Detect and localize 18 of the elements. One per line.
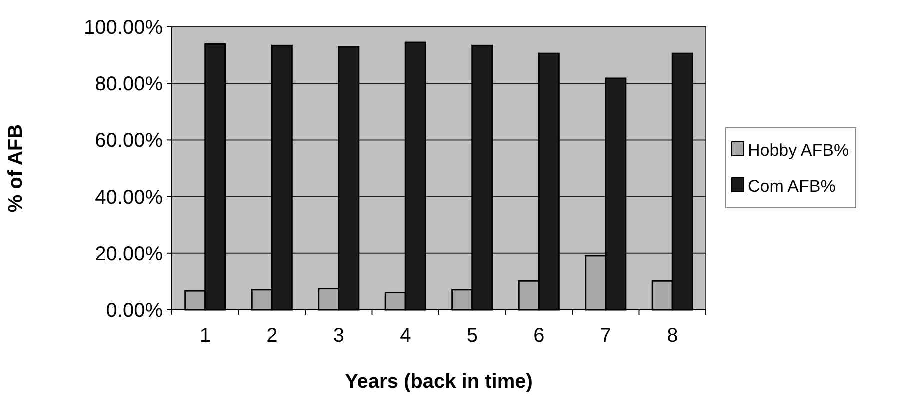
x-axis-title: Years (back in time) [345, 371, 533, 393]
legend-label: Com AFB% [748, 176, 836, 196]
y-tick-label: 0.00% [106, 300, 164, 322]
y-tick-label: 60.00% [95, 130, 164, 152]
x-tick-label: 2 [266, 325, 278, 347]
x-tick-label: 3 [333, 325, 344, 347]
x-tick-label: 8 [667, 325, 678, 347]
x-tick-label: 1 [200, 325, 211, 347]
y-tick-label: 40.00% [95, 186, 164, 209]
legend-label: Hobby AFB% [748, 140, 850, 160]
x-tick-label: 4 [400, 325, 412, 347]
y-tick-label: 100.00% [84, 17, 164, 39]
y-axis-title: % of AFB [5, 124, 27, 213]
y-tick-label: 20.00% [95, 243, 164, 266]
x-tick-label: 6 [534, 325, 545, 347]
x-tick-label: 7 [600, 325, 612, 347]
x-tick-label: 5 [466, 325, 478, 347]
y-tick-label: 80.00% [95, 74, 164, 96]
